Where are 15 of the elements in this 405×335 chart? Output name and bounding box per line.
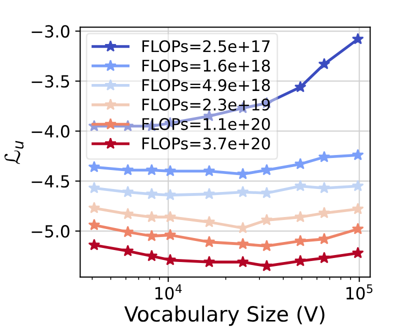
legend-label: FLOPs=1.6e+18 [142, 60, 270, 72]
legend-label: FLOPs=2.5e+17 [142, 40, 270, 52]
y-tick-label: −5.0 [32, 225, 70, 238]
y-tick-label: −3.5 [32, 75, 70, 88]
y-axis-title: ℒ$_{u}$ [4, 140, 24, 164]
legend-label: FLOPs=2.3e+19 [142, 98, 270, 111]
legend-label: FLOPs=4.9e+18 [142, 79, 270, 92]
legend-label: FLOPs=3.7e+20 [142, 137, 270, 150]
x-tick-label: 10$^{5}$ [346, 284, 372, 300]
x-axis-title: Vocabulary Size (V) [124, 306, 324, 326]
y-tick-label: −3.0 [32, 25, 70, 38]
y-tick-label: −4.5 [32, 175, 70, 188]
y-tick-label: −4.0 [32, 125, 70, 138]
legend-label: FLOPs=1.1e+20 [142, 118, 270, 130]
x-tick-label: 10$^{4}$ [155, 284, 182, 300]
